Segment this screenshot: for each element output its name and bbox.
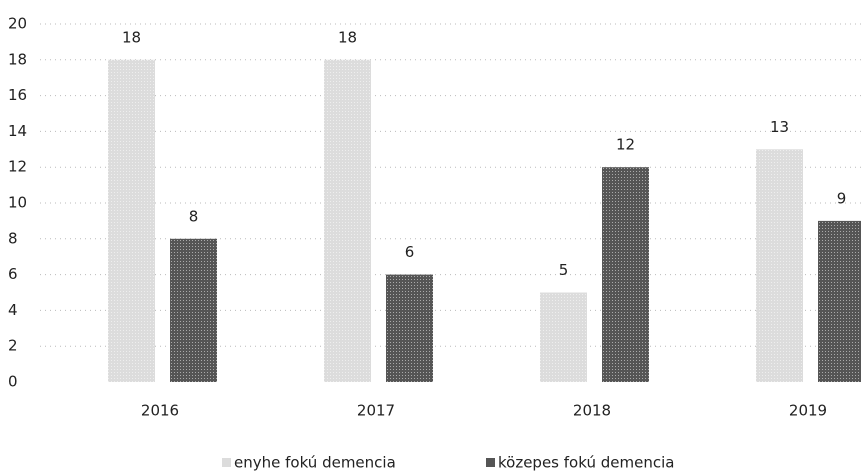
data-label: 18 [122, 28, 141, 46]
y-tick-label: 14 [8, 122, 27, 140]
bar-texture [818, 220, 861, 382]
bar-texture [386, 274, 433, 382]
x-tick-label: 2017 [357, 402, 395, 420]
x-tick-label: 2016 [141, 402, 179, 420]
y-tick-label: 0 [8, 373, 18, 391]
y-tick-label: 8 [8, 229, 18, 247]
y-tick-label: 18 [8, 50, 27, 68]
y-tick-label: 6 [8, 265, 18, 283]
y-tick-label: 10 [8, 194, 27, 212]
bar-texture [540, 292, 587, 382]
x-tick-label: 2018 [573, 402, 611, 420]
y-tick-label: 20 [8, 15, 27, 33]
legend-label: enyhe fokú demencia [234, 454, 396, 472]
x-tick-label: 2019 [789, 402, 827, 420]
data-label: 5 [559, 261, 569, 279]
bar-texture [108, 59, 155, 383]
y-tick-label: 12 [8, 158, 27, 176]
data-label: 12 [616, 136, 635, 154]
legend-swatch [486, 458, 495, 467]
data-label: 9 [837, 189, 847, 207]
data-label: 13 [770, 118, 789, 136]
y-tick-label: 4 [8, 301, 18, 319]
y-tick-label: 2 [8, 337, 18, 355]
legend-swatch [222, 458, 231, 467]
y-tick-label: 16 [8, 86, 27, 104]
bar-texture [324, 59, 371, 383]
legend-label: közepes fokú demencia [498, 454, 674, 472]
data-label: 6 [405, 243, 415, 261]
bar-texture [756, 149, 803, 382]
data-label: 8 [189, 207, 199, 225]
data-label: 18 [338, 28, 357, 46]
bar-texture [602, 167, 649, 382]
bar-texture [170, 238, 217, 382]
